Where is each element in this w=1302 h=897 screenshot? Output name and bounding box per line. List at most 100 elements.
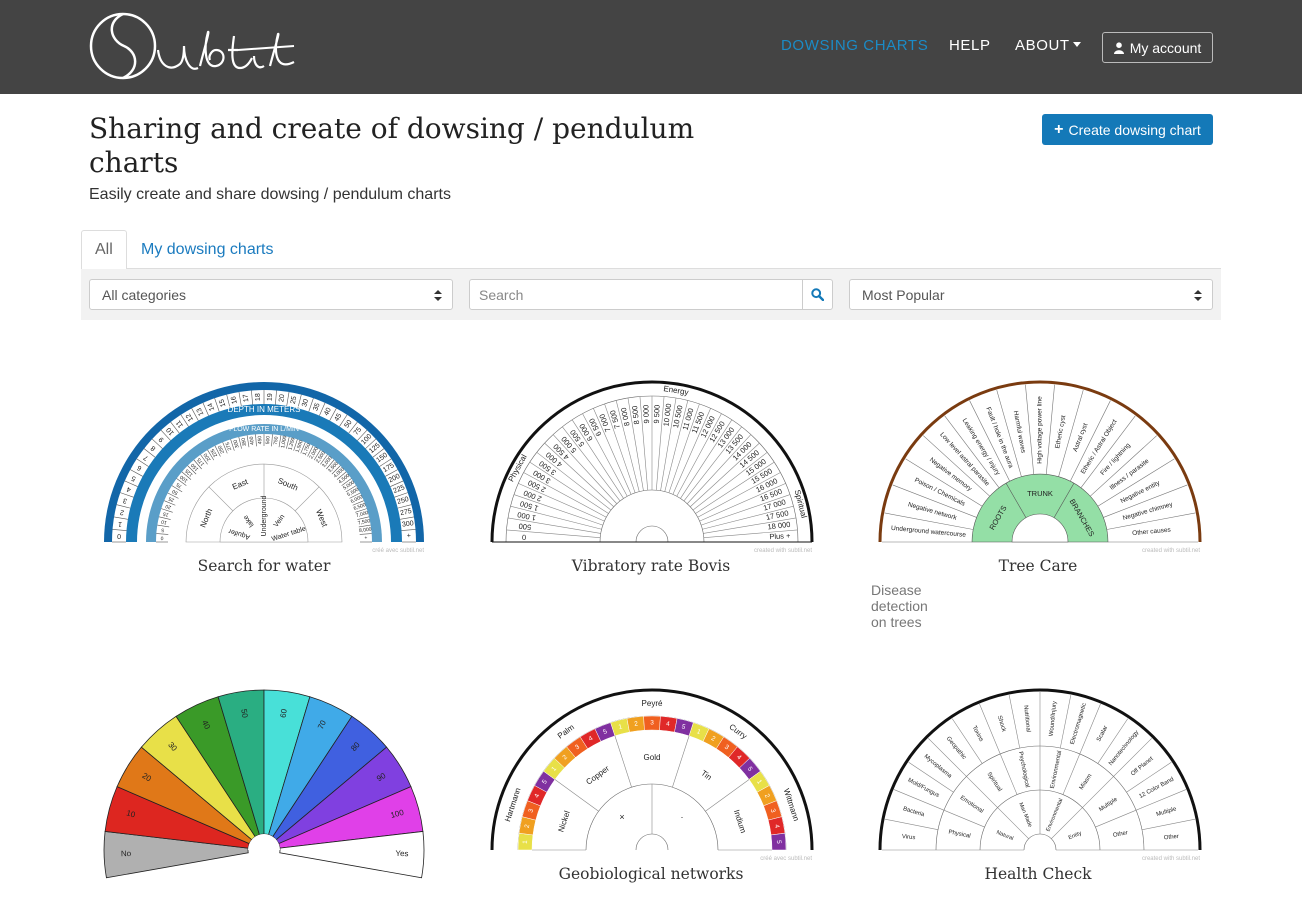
depth-tick [130,469,143,477]
middle-label: Physical [948,829,971,839]
middle-line [1062,753,1081,795]
outer-line [1141,818,1196,831]
middle-label: Environmental [1050,750,1063,789]
flow-tick [157,524,170,528]
chart-description: Disease detection on trees [871,582,928,630]
inner-green [971,473,1109,543]
chart-title[interactable]: Tree Care [998,557,1078,575]
flow-value: 400 [249,436,256,445]
category-select[interactable]: All categories [89,279,453,310]
flow-tick [214,445,221,457]
outer-label: Nanotechnology [1108,730,1140,767]
my-account-label: My account [1129,39,1202,56]
tab-all[interactable]: All [81,230,127,270]
nav-about-dropdown[interactable]: ABOUT [1015,37,1081,54]
flow-value: 5,500 [346,487,360,498]
flow-tick [320,454,328,465]
my-account-button[interactable]: My account [1102,32,1213,63]
scale-number: 2 [634,720,639,727]
scale-number: 4 [588,735,595,743]
center-symbol: · [681,812,684,822]
cause-line [1058,389,1084,477]
center-arc [1023,833,1057,851]
depth-tick [114,516,128,520]
metal-label: Gold [644,753,661,762]
depth-value: 8 [150,444,158,452]
metal-label: Indium [732,809,748,835]
zone-label: Spiritual [793,489,809,519]
depth-value: 20 [278,394,286,403]
scale-line [690,442,760,508]
depth-tick [379,458,392,467]
flow-tick [167,492,179,499]
scale-cell [756,785,777,807]
flow-value: 1,000 [280,435,288,449]
flow-tick [181,471,192,480]
cause-line [969,400,1010,482]
depth-value: 17 [242,394,250,403]
depth-tick [339,414,348,427]
flow-tick [238,436,242,449]
flow-tick [164,500,176,506]
chart-title[interactable]: Vibratory rate Bovis [571,557,731,575]
nav-dowsing-charts[interactable]: DOWSING CHARTS [781,37,929,54]
center [248,834,280,850]
flow-value: 100 [179,474,189,484]
depth-value: 11 [175,419,185,429]
depth-tick [251,390,253,405]
depth-tick [120,492,134,498]
depth-value: 250 [396,496,409,506]
chart-title[interactable]: Search for water [197,557,331,575]
flow-value: 350 [241,437,249,447]
middle-label: Psychological [1017,751,1030,788]
chart-title[interactable]: Health Check [984,865,1092,883]
navbar: DOWSING CHARTS HELP ABOUT My account [0,0,1302,94]
scale-number: 1 [755,779,763,786]
outer-label: Off Planet [1130,756,1155,778]
scale-line [506,529,601,539]
outer-label: Nutritional [1022,705,1031,732]
depth-value: 10 [165,426,175,437]
depth-tick [136,458,149,467]
flow-value: 25 [168,495,176,503]
cause-label: Underground watercourse [891,525,967,539]
outer-line [1097,718,1129,764]
search-input[interactable] [470,280,803,309]
brand-logo[interactable] [88,10,298,82]
cause-label: Other causes [1132,527,1172,538]
scale-line [510,505,602,530]
cause-line [1103,484,1188,518]
metal-label: Tin [699,768,713,782]
cause-label: Low level astral parasite [938,431,990,488]
outer-arc [490,688,814,851]
chart-title[interactable]: Geobiological networks [558,865,744,883]
tab-my-dowsing-charts[interactable]: My dowsing charts [141,240,274,258]
search-button[interactable] [802,280,832,309]
scale-cell [702,728,725,750]
scale-number: 4 [533,793,541,800]
flow-tick [345,485,357,493]
chart-thumbnail-health-check[interactable]: Virus Bacteria Mold/FungusMycoplasmaGeopat… [874,686,1206,862]
sort-select[interactable]: Most Popular [849,279,1213,310]
scale-line [518,483,605,522]
scale-line [571,419,624,499]
center-arc [635,833,669,851]
flow-tick [207,449,215,461]
scale-line [582,413,628,497]
flow-tick [293,439,298,451]
scale-value: 18 000 [767,520,791,532]
nav-help[interactable]: HELP [949,37,991,54]
depth-value: 14 [207,402,216,412]
flow-value: 450 [257,436,263,445]
create-dowsing-chart-button[interactable]: + Create dowsing chart [1042,114,1213,145]
metal-label: Copper [584,764,611,787]
middle-line [1082,776,1114,808]
outer-label: Shock [996,715,1007,734]
inner-divider [1005,482,1027,518]
outer-line [1135,789,1187,811]
